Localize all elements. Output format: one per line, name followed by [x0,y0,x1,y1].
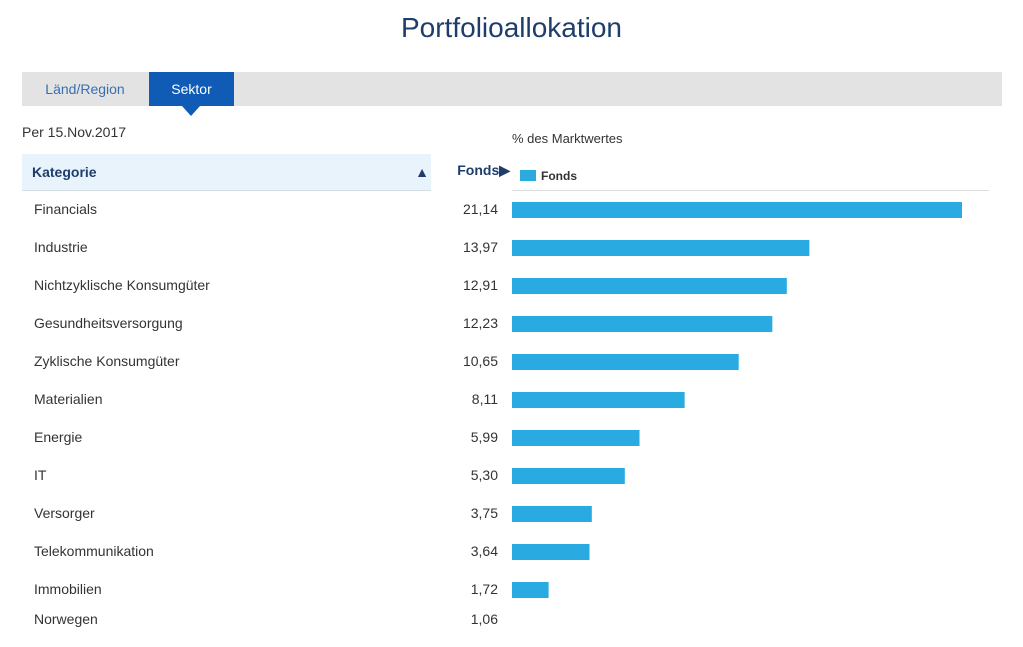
bar-versorger [512,506,592,522]
fund-column-header[interactable]: Fonds▶ [457,162,510,178]
tab-region[interactable]: Länd/Region [45,81,125,97]
bar-financials [512,202,962,218]
category-label: Gesundheitsversorgung [34,315,183,331]
fund-value: 10,65 [462,353,498,369]
chart-top-divider [512,190,989,191]
category-label: Materialien [34,391,103,407]
fund-value: 5,30 [470,467,498,483]
axis-caption: % des Marktwertes [512,131,623,146]
sort-ascending-icon[interactable]: ▲ [415,164,429,180]
category-label: Financials [34,201,98,217]
category-label: Norwegen [34,611,98,627]
category-label: Telekommunikation [34,543,154,559]
fund-value: 1,72 [470,581,498,597]
fund-value: 1,06 [470,611,498,627]
fund-value: 13,97 [462,239,498,255]
fund-value: 8,11 [471,391,498,407]
category-label: Industrie [34,239,88,255]
bar-telekommunikation [512,544,590,560]
legend-label: Fonds [541,169,577,183]
category-label: Versorger [34,505,95,521]
fund-value: 5,99 [470,429,498,445]
page-title: Portfolioallokation [400,12,623,43]
bar-zyklische-konsumgüter [512,354,739,370]
fund-value: 12,91 [462,277,498,293]
bar-it [512,468,625,484]
category-label: Zyklische Konsumgüter [34,353,180,369]
bar-nichtzyklische-konsumgüter [512,278,787,294]
tab-bar: Länd/Region Sektor [22,72,1002,116]
category-label: IT [34,467,47,483]
bar-industrie [512,240,810,256]
header-divider [22,190,431,191]
legend-swatch [520,170,536,181]
category-header[interactable]: Kategorie ▲ [22,154,431,190]
category-label: Nichtzyklische Konsumgüter [34,277,210,293]
bar-immobilien [512,582,549,598]
tab-sektor[interactable]: Sektor [149,72,234,116]
bar-materialien [512,392,685,408]
bar-energie [512,430,640,446]
category-label: Energie [34,429,83,445]
fund-value: 3,75 [470,505,498,521]
category-header-label: Kategorie [32,164,97,180]
category-label: Immobilien [34,581,102,597]
as-of-date: Per 15.Nov.2017 [22,124,127,140]
bar-gesundheitsversorgung [512,316,773,332]
fund-value: 12,23 [462,315,498,331]
fund-value: 21,14 [462,201,498,217]
fund-value: 3,64 [470,543,498,559]
